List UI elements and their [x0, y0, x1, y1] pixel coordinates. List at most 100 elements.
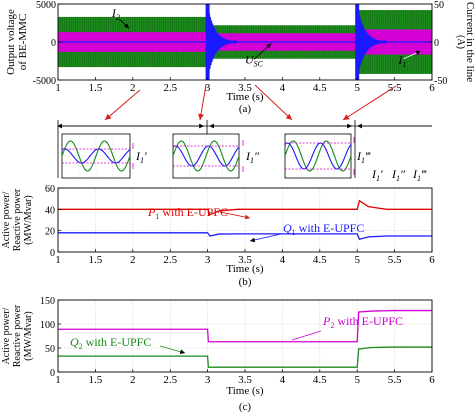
- panel-c-ylabel-line3: (MW/Mvar): [23, 311, 34, 360]
- panel-a-xlabel: Time (s): [226, 91, 264, 103]
- zoom-legend-item-3: I1‴: [412, 167, 427, 183]
- panel-b-xtick-label: 3: [205, 254, 211, 266]
- panel-b-series-p1: [58, 199, 432, 216]
- panel-b-grid: [57, 187, 433, 253]
- panel-c-xtick-label: 5: [354, 374, 360, 386]
- panel-a-voltage-current: I2 USC I1 1 1.5 2 2.5 3 3.5 4 4.5 5 5.5 6 5000 0 -5000 5…: [5, 0, 474, 115]
- zoom-i1-wave: [61, 148, 131, 164]
- panel-b-ytick-label: 40: [45, 205, 55, 216]
- panel-b-ylabel-line3: (MW/Mvar): [23, 195, 34, 244]
- panel-a-label: (a): [239, 103, 252, 115]
- zoom-legend-item-1: I1′: [371, 167, 383, 183]
- zoom-box-3: I1‴: [284, 133, 371, 179]
- zoom-box-label: I1‴: [356, 149, 371, 165]
- zoom-box-2: I1″: [172, 133, 260, 179]
- panel-a-xtick-label: 1: [55, 82, 61, 94]
- panel-a-ylabel-left-line1: Output voltage: [5, 9, 17, 75]
- panel-c-xtick-label: 1: [55, 374, 61, 386]
- panel-b-label-p1: P1 with E-UPFC: [147, 205, 228, 221]
- panel-a-xtick-label: 2: [130, 82, 136, 94]
- zoom-arrows: [104, 84, 397, 121]
- panel-c-q2-pointer: [159, 345, 186, 355]
- panel-c-power-line2: P2 with E-UPFC Q2 with E-UPFC 1 1.5 2 2.5 3 3.…: [1, 296, 435, 413]
- panel-c-xtick-label: 3: [205, 374, 211, 386]
- panel-c-plot-area: P2 with E-UPFC Q2 with E-UPFC: [58, 309, 432, 368]
- zoom-i2-wave: [61, 140, 131, 172]
- panel-c-xtick-label: 2.5: [163, 374, 177, 386]
- panel-b-xtick-label: 3.5: [238, 254, 252, 266]
- panel-c-xtick-label: 5.5: [388, 374, 402, 386]
- panel-c-ylabel-line2: Reactive power: [12, 304, 23, 367]
- panel-b-p1-pointer: [219, 211, 251, 220]
- panel-a-annotation-i1: I1: [397, 53, 406, 69]
- panel-c-label: (c): [239, 401, 252, 413]
- zoom-arrow-1: [104, 89, 141, 121]
- zoom-arrow-4: [342, 85, 397, 121]
- panel-b-q1-pointer: [249, 233, 282, 243]
- panel-a-xtick-label: 4.5: [313, 82, 327, 94]
- zoom-box-label: I1′: [135, 149, 147, 165]
- panel-a-ytick-left-label: 5000: [36, 0, 56, 11]
- panel-b-power-line1: P1 with E-UPFC Q1 with E-UPFC 1 1.5 2 2.5 3 3.…: [1, 184, 435, 288]
- panel-c-p2-pointer: [291, 330, 322, 341]
- panel-c-ytick-label: 100: [40, 320, 55, 331]
- zoom-i2-wave: [172, 140, 240, 172]
- panel-b-xtick-label: 5.5: [388, 254, 402, 266]
- panel-c-ytick-label: 150: [40, 296, 55, 307]
- usc-transient-spike: [205, 4, 210, 80]
- panel-b-ytick-label: 0: [50, 248, 55, 259]
- panel-c-xtick-label: 1.5: [89, 374, 103, 386]
- panel-b-xtick-label: 1.5: [89, 254, 103, 266]
- panel-b-xtick-label: 1: [55, 254, 61, 266]
- panel-c-xtick-label: 4.5: [313, 374, 327, 386]
- panel-b-label-q1: Q1 with E-UPFC: [283, 221, 364, 237]
- panel-c-xtick-label: 2: [130, 374, 136, 386]
- zoom-boxes: I1′ I1″ I1‴: [61, 133, 371, 179]
- panel-b-plot-area: P1 with E-UPFC Q1 with E-UPFC: [58, 199, 432, 243]
- zoom-strip: I1′ I1″ I1‴ I1′ I1″ I1‴: [57, 120, 432, 183]
- panel-a-ytick-right-label: 0: [434, 38, 439, 49]
- panel-a-xtick-label: 1.5: [89, 82, 103, 94]
- panel-a-ylabel-right-unit: (A): [455, 35, 466, 49]
- panel-a-annotation-i2: I2: [111, 6, 120, 22]
- panel-b-xtick-label: 4.5: [313, 254, 327, 266]
- panel-c-xtick-label: 6: [429, 374, 435, 386]
- panel-a-xtick-label: 5: [354, 82, 360, 94]
- panel-b-label: (b): [239, 276, 252, 288]
- panel-a-xtick-label: 6: [429, 82, 435, 94]
- panel-c-xtick-label: 4: [280, 374, 286, 386]
- panel-b-xtick-label: 5: [354, 254, 360, 266]
- panel-c-xtick-label: 3.5: [238, 374, 252, 386]
- usc-pointer-arrow: [253, 43, 272, 60]
- zoom-legend-item-2: I1″: [391, 167, 406, 183]
- panel-b-xtick-label: 4: [280, 254, 286, 266]
- panel-a-plot-area: I2 USC I1: [57, 3, 433, 80]
- panel-a-ytick-right-label: 50: [434, 0, 444, 11]
- zoom-box-label: I1″: [245, 149, 260, 165]
- panel-c-ylabel-line1: Active power/: [1, 307, 12, 364]
- panel-a-ylabel-right: Current in the line: [464, 2, 474, 82]
- panel-a-xtick-label: 2.5: [163, 82, 177, 94]
- panel-a-xtick-label: 3.5: [238, 82, 252, 94]
- panel-b-xtick-label: 2.5: [163, 254, 177, 266]
- panel-c-xlabel: Time (s): [226, 385, 264, 397]
- panel-b-xlabel: Time (s): [226, 263, 264, 275]
- panel-a-xtick-label: 5.5: [388, 82, 402, 94]
- panel-b-ylabel-line1: Active power/: [1, 191, 12, 248]
- zoom-legend: I1′ I1″ I1‴: [371, 167, 427, 183]
- panel-c-ytick-label: 50: [45, 344, 55, 355]
- panel-a-axes: 1 1.5 2 2.5 3 3.5 4 4.5 5 5.5 6 5000 0 -5000 50 0 -50: [33, 0, 448, 94]
- usc-transient-spike: [355, 4, 360, 80]
- panel-a-ytick-left-label: -5000: [33, 76, 56, 87]
- panel-a-xtick-label: 4: [280, 82, 286, 94]
- usc-transient-burst: [207, 3, 238, 78]
- panel-c-label-p2: P2 with E-UPFC: [322, 314, 403, 330]
- panel-a-xtick-label: 3: [205, 82, 211, 94]
- panel-a-ytick-left-label: 0: [51, 38, 56, 49]
- panel-c-series-q2: [58, 346, 432, 368]
- panel-b-xtick-label: 6: [429, 254, 435, 266]
- i2-pointer-arrow: [119, 18, 130, 29]
- panel-c-ytick-label: 0: [50, 368, 55, 379]
